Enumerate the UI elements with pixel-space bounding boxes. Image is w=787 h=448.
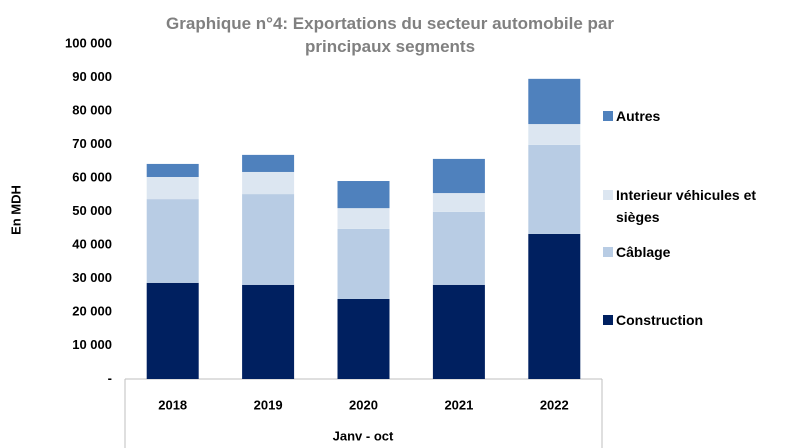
bar-segment [337,228,390,299]
legend-label: Interieur véhicules et sièges [616,187,757,225]
bar-segment [242,194,295,285]
bar-segment [432,211,485,285]
y-tick-label: 60 000 [72,169,112,184]
y-tick-label: 100 000 [65,35,112,50]
x-tick-label: 2021 [444,397,473,412]
legend-label: Autres [616,108,661,124]
bar-segment [528,233,581,379]
y-tick-label: 70 000 [72,136,112,151]
bar-segment [432,158,485,194]
bar-segment [146,176,199,200]
y-tick-label: - [108,370,112,385]
legend-swatch [603,315,613,325]
legend-swatch [603,247,613,257]
legend-swatch [603,190,613,200]
chart-title: Graphique n°4: Exportations du secteur a… [166,14,614,56]
bar-segment [242,284,295,379]
bar-segment [528,78,581,125]
bar-segment [146,163,199,177]
y-tick-label: 50 000 [72,203,112,218]
bar-segment [528,124,581,145]
x-tick-label: 2019 [254,397,283,412]
bar-segment [242,154,295,172]
legend-label: Câblage [616,244,671,260]
y-tick-label: 80 000 [72,102,112,117]
y-tick-label: 10 000 [72,337,112,352]
bar-segment [432,284,485,379]
bar-segment [432,193,485,212]
x-axis-label: Janv - oct [333,428,394,443]
y-tick-label: 30 000 [72,270,112,285]
y-tick-label: 90 000 [72,69,112,84]
legend-label: Construction [616,312,704,328]
x-tick-label: 2020 [349,397,378,412]
bar-segment [146,199,199,283]
bar-segment [242,171,295,195]
bar-segment [528,144,581,234]
bar-segment [337,181,390,209]
y-tick-label: 20 000 [72,303,112,318]
bar-segment [337,208,390,229]
x-tick-label: 2018 [158,397,187,412]
y-axis-label: En MDH [8,185,23,235]
legend-swatch [603,111,613,121]
bar-segment [146,282,199,379]
x-tick-label: 2022 [540,397,569,412]
y-tick-label: 40 000 [72,236,112,251]
bar-segment [337,298,390,379]
